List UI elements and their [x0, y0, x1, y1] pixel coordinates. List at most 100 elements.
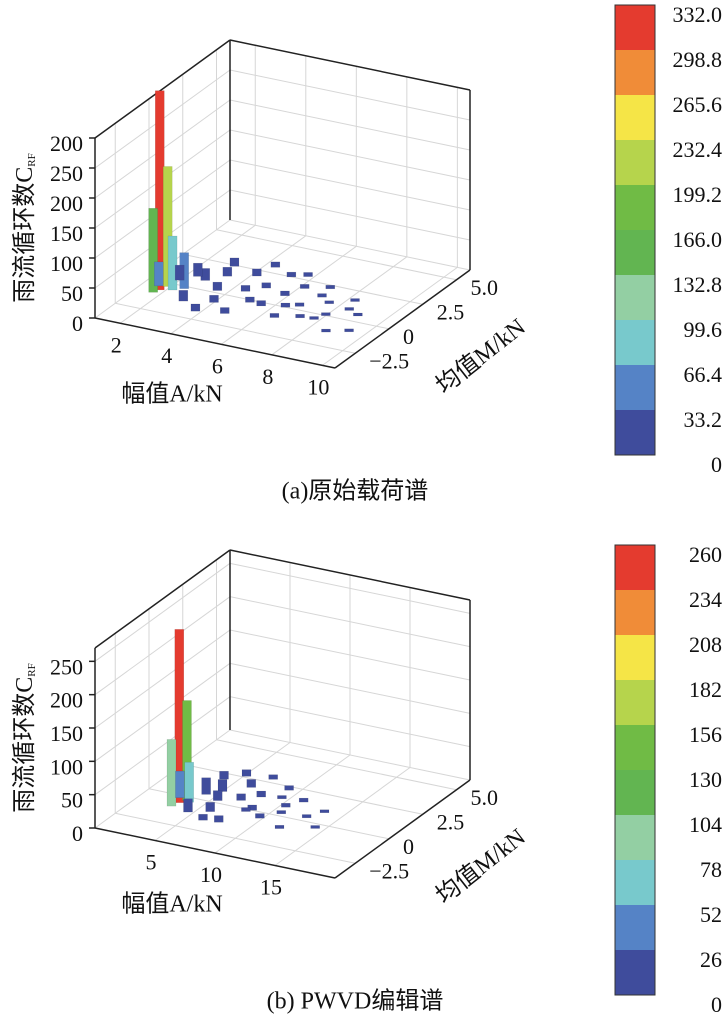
bar: [190, 303, 201, 312]
grid-line: [182, 253, 423, 305]
bar: [209, 294, 219, 303]
z-axis-label: 雨流循环数CRF: [11, 663, 38, 812]
colorbar-band: [615, 815, 655, 860]
bar: [325, 284, 336, 290]
bar: [246, 779, 257, 788]
colorbar-frame: [614, 4, 656, 456]
bar: [270, 261, 281, 268]
z-axis-label-sub: RF: [26, 153, 38, 166]
z-axis-label-main: 雨流循环数C: [11, 167, 38, 303]
bar: [261, 282, 272, 289]
y-tick-label: −2.5: [369, 858, 409, 883]
bar: [236, 793, 246, 801]
colorbar-tick-label: 265.6: [673, 92, 723, 117]
bar: [274, 825, 285, 829]
colorbar-band: [615, 5, 655, 50]
bar: [214, 815, 224, 823]
bar: [240, 285, 251, 292]
z-tick-label: 150: [50, 721, 83, 746]
bar: [294, 302, 305, 307]
z-tick-label: 200: [50, 191, 83, 216]
bar: [353, 312, 363, 317]
colorbar-tick-label: 232.4: [673, 137, 723, 162]
bar: [317, 293, 327, 298]
grid-line: [94, 696, 231, 796]
x-tick-label: 5: [146, 850, 157, 875]
z-tick-label: 0: [72, 311, 83, 336]
bar: [268, 774, 278, 780]
bar: [321, 328, 331, 333]
grid-line: [229, 129, 471, 181]
colorbar-band: [615, 50, 655, 95]
caption: (a)原始载荷谱: [282, 478, 429, 505]
bar: [201, 777, 211, 795]
bar: [193, 262, 203, 277]
x-axis-label: 幅值A/kN: [121, 891, 222, 918]
grid-line: [271, 256, 408, 356]
bar: [284, 785, 294, 791]
bar: [222, 266, 233, 277]
bar: [217, 779, 228, 792]
z-tick-label: 100: [50, 251, 83, 276]
colorbar-band: [615, 905, 655, 950]
axis-edge: [229, 39, 471, 91]
axis-edge: [229, 549, 471, 601]
y-tick-label: 2.5: [437, 299, 465, 324]
caption: (b) PWVD编辑谱: [267, 988, 444, 1015]
colorbar-tick-label: 99.6: [684, 317, 723, 342]
bar: [167, 235, 178, 291]
grid-line: [115, 812, 356, 864]
colorbar-tick-label: 104: [689, 812, 722, 837]
bar: [205, 802, 215, 812]
bar: [229, 257, 240, 267]
colorbar-tick-label: 33.2: [684, 407, 723, 432]
colorbar-tick-label: 298.8: [673, 47, 723, 72]
colorbar-frame: [614, 544, 656, 996]
x-axis-label: 幅值A/kN: [121, 381, 222, 408]
bar: [220, 307, 230, 314]
bar: [166, 739, 177, 807]
colorbar-band: [615, 680, 655, 725]
z-axis-label-main: 雨流循环数C: [11, 677, 38, 813]
bar: [184, 761, 194, 803]
x-tick-label: 4: [161, 343, 172, 368]
z-axis-label: 雨流循环数CRF: [11, 153, 38, 302]
grid-line: [115, 302, 356, 354]
bar: [148, 208, 158, 293]
axis-edge: [94, 549, 231, 649]
axis-edge: [334, 779, 471, 879]
colorbar-band: [615, 725, 655, 770]
bar: [212, 790, 223, 801]
y-tick-label: 5.0: [471, 275, 499, 300]
x-tick-label: 6: [212, 353, 223, 378]
colorbar-tick-label: 156: [689, 722, 722, 747]
bar: [298, 797, 309, 803]
axis-edge: [334, 269, 471, 369]
grid-line: [216, 229, 457, 281]
bar: [310, 825, 320, 829]
bar: [183, 798, 193, 813]
colorbar-band: [615, 950, 655, 995]
bar: [219, 770, 229, 780]
bar: [269, 313, 280, 318]
z-tick-label: 100: [50, 754, 83, 779]
colorbar-band: [615, 365, 655, 410]
colorbar-band: [615, 410, 655, 455]
bar: [256, 300, 266, 307]
z-tick-label: 150: [50, 221, 83, 246]
colorbar-tick-label: 0: [711, 992, 722, 1017]
colorbar-band: [615, 635, 655, 680]
axis-edge: [94, 827, 336, 879]
bar: [324, 300, 334, 304]
colorbar-tick-label: 199.2: [673, 182, 723, 207]
bar: [276, 810, 287, 815]
bar: [212, 281, 223, 291]
grid-line: [229, 99, 471, 151]
colorbar-tick-label: 166.0: [673, 227, 723, 252]
x-tick-label: 10: [200, 862, 222, 887]
grid-line: [94, 662, 231, 762]
bar: [245, 296, 255, 303]
colorbar-band: [615, 95, 655, 140]
bar: [303, 272, 313, 277]
bar: [280, 302, 291, 308]
